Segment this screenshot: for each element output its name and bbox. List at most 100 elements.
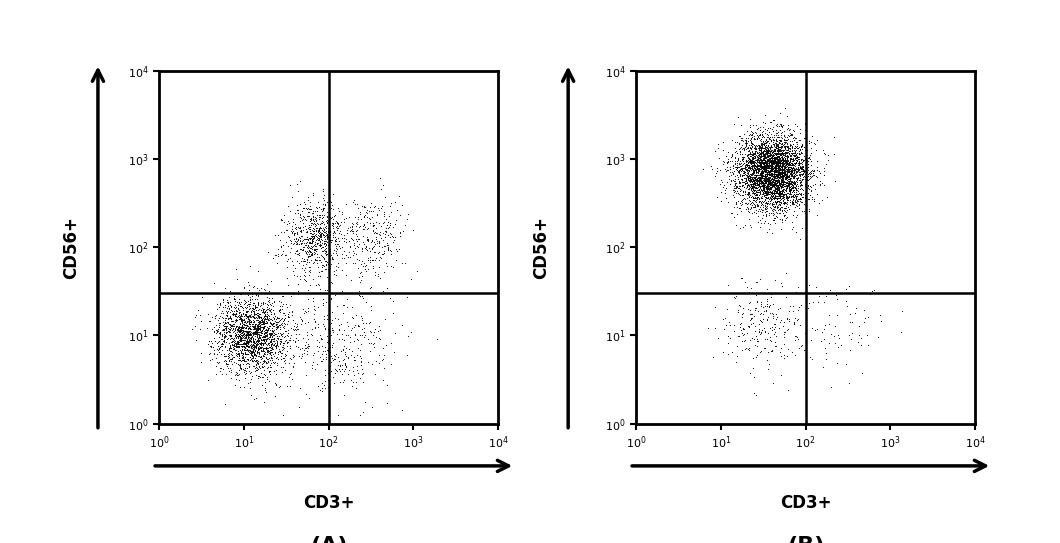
Point xyxy=(315,219,332,228)
Point xyxy=(744,153,761,162)
Point xyxy=(254,307,271,316)
Point xyxy=(237,310,254,318)
Point xyxy=(780,159,797,168)
Point xyxy=(777,204,794,213)
Point xyxy=(191,325,208,333)
Point xyxy=(797,132,814,141)
Point xyxy=(244,337,261,345)
Point xyxy=(758,184,775,192)
Point xyxy=(746,174,763,183)
Point xyxy=(778,190,795,199)
Point xyxy=(777,181,794,190)
Point xyxy=(753,168,770,177)
Point xyxy=(763,323,780,331)
Point xyxy=(760,192,777,201)
Point xyxy=(318,229,335,237)
Point xyxy=(772,162,789,171)
Point xyxy=(780,178,797,187)
Point xyxy=(763,171,780,179)
Point xyxy=(766,170,783,179)
Point xyxy=(739,150,756,159)
Point xyxy=(772,188,789,197)
Point xyxy=(763,163,780,172)
Point xyxy=(315,299,332,307)
Point xyxy=(750,167,767,176)
Point xyxy=(778,200,795,209)
Point xyxy=(770,145,787,154)
Point xyxy=(757,195,774,204)
Point xyxy=(779,130,796,139)
Point xyxy=(753,178,770,186)
Point xyxy=(753,204,770,213)
Point xyxy=(227,331,244,339)
Point xyxy=(773,156,790,165)
Point xyxy=(780,205,797,213)
Point xyxy=(800,299,817,307)
Point xyxy=(797,329,814,337)
Point xyxy=(296,212,313,221)
Point xyxy=(756,159,773,167)
Point xyxy=(758,163,775,172)
Point xyxy=(773,159,790,167)
Point xyxy=(226,294,243,302)
Point xyxy=(772,150,789,159)
Point xyxy=(764,163,781,172)
Point xyxy=(225,353,242,362)
Point xyxy=(249,327,266,336)
Point xyxy=(774,168,791,177)
Point xyxy=(258,322,275,331)
Point xyxy=(233,324,250,333)
Point xyxy=(303,251,320,260)
Point xyxy=(758,315,775,324)
Point xyxy=(783,171,800,180)
Point xyxy=(783,166,800,175)
Point xyxy=(275,329,292,338)
Point xyxy=(343,219,360,228)
Point xyxy=(770,132,787,141)
Point xyxy=(766,186,783,195)
Point xyxy=(286,237,303,245)
Point xyxy=(766,187,783,195)
Point xyxy=(353,247,370,255)
Point xyxy=(745,154,762,163)
Point xyxy=(766,170,783,179)
Point xyxy=(338,331,355,339)
Point xyxy=(307,220,324,229)
Point xyxy=(371,335,388,344)
Point xyxy=(741,199,758,208)
Point xyxy=(764,135,781,144)
Point xyxy=(756,163,773,172)
Point xyxy=(323,253,340,262)
Point xyxy=(776,155,793,164)
Point xyxy=(257,332,273,340)
Point xyxy=(314,200,331,209)
Point xyxy=(229,339,246,348)
Point xyxy=(785,206,802,215)
Point xyxy=(201,355,218,364)
Point xyxy=(324,254,341,263)
Point xyxy=(342,233,359,242)
Point xyxy=(776,182,793,191)
Point xyxy=(255,335,272,344)
Point xyxy=(317,350,334,359)
Point xyxy=(375,351,392,359)
Point xyxy=(770,181,787,190)
Point xyxy=(332,361,349,370)
Point xyxy=(271,337,288,345)
Point xyxy=(773,170,790,179)
Point xyxy=(745,166,762,174)
Point xyxy=(754,210,771,219)
Point xyxy=(745,173,762,181)
Point xyxy=(767,157,784,166)
Point xyxy=(771,182,788,191)
Point xyxy=(331,222,348,230)
Point xyxy=(727,198,744,206)
Point xyxy=(218,335,235,344)
Point xyxy=(753,173,770,182)
Point xyxy=(305,245,322,254)
Point xyxy=(764,187,781,196)
Point xyxy=(214,330,231,339)
Point xyxy=(789,140,806,148)
Point xyxy=(744,174,761,182)
Point xyxy=(315,204,332,213)
